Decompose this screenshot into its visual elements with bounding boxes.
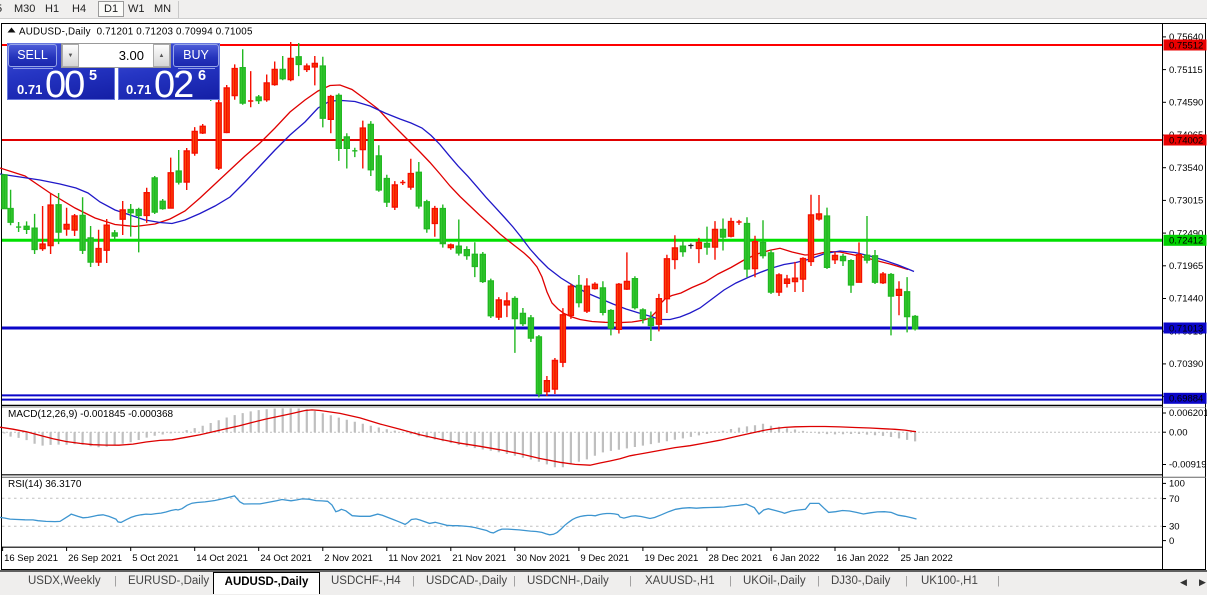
svg-text:6 Jan 2022: 6 Jan 2022 <box>773 553 820 564</box>
svg-text:0.71440: 0.71440 <box>1169 294 1203 305</box>
svg-text:0.73015: 0.73015 <box>1169 196 1203 207</box>
svg-text:5 Oct 2021: 5 Oct 2021 <box>132 553 178 564</box>
svg-text:0.70390: 0.70390 <box>1169 359 1203 370</box>
svg-text:21 Nov 2021: 21 Nov 2021 <box>452 553 506 564</box>
svg-text:30: 30 <box>1169 522 1180 533</box>
svg-text:19 Dec 2021: 19 Dec 2021 <box>644 553 698 564</box>
svg-text:0.72490: 0.72490 <box>1169 228 1203 239</box>
svg-text:0.00: 0.00 <box>1169 427 1188 438</box>
svg-text:2 Nov 2021: 2 Nov 2021 <box>324 553 373 564</box>
svg-text:26 Sep 2021: 26 Sep 2021 <box>68 553 122 564</box>
svg-text:70: 70 <box>1169 494 1180 505</box>
svg-text:0.71013: 0.71013 <box>1169 323 1203 334</box>
svg-text:RSI(14) 36.3170: RSI(14) 36.3170 <box>8 479 82 490</box>
svg-text:100: 100 <box>1169 479 1185 490</box>
svg-text:0.75512: 0.75512 <box>1169 40 1203 51</box>
svg-text:0.006201: 0.006201 <box>1169 408 1207 419</box>
svg-text:0.75115: 0.75115 <box>1169 65 1203 76</box>
svg-text:28 Dec 2021: 28 Dec 2021 <box>708 553 762 564</box>
svg-text:16 Jan 2022: 16 Jan 2022 <box>837 553 889 564</box>
svg-text:0.73540: 0.73540 <box>1169 163 1203 174</box>
svg-text:16 Sep 2021: 16 Sep 2021 <box>4 553 58 564</box>
svg-text:0.69884: 0.69884 <box>1169 394 1203 405</box>
svg-text:0.74002: 0.74002 <box>1169 135 1203 146</box>
svg-text:MACD(12,26,9) -0.001845 -0.000: MACD(12,26,9) -0.001845 -0.000368 <box>8 409 174 420</box>
svg-text:AUDUSD-,Daily 0.71201 0.71203: AUDUSD-,Daily 0.71201 0.71203 0.70994 0.… <box>19 27 253 38</box>
svg-text:11 Nov 2021: 11 Nov 2021 <box>388 553 441 564</box>
svg-text:0.74590: 0.74590 <box>1169 98 1203 109</box>
svg-text:-0.009197: -0.009197 <box>1169 460 1207 471</box>
svg-text:25 Jan 2022: 25 Jan 2022 <box>901 553 953 564</box>
svg-text:30 Nov 2021: 30 Nov 2021 <box>516 553 570 564</box>
svg-text:0.75640: 0.75640 <box>1169 32 1203 43</box>
svg-text:9 Dec 2021: 9 Dec 2021 <box>580 553 629 564</box>
svg-text:24 Oct 2021: 24 Oct 2021 <box>260 553 312 564</box>
svg-text:0.72412: 0.72412 <box>1169 236 1203 247</box>
svg-text:0: 0 <box>1169 536 1174 547</box>
svg-text:14 Oct 2021: 14 Oct 2021 <box>196 553 248 564</box>
svg-text:0.71965: 0.71965 <box>1169 261 1203 272</box>
